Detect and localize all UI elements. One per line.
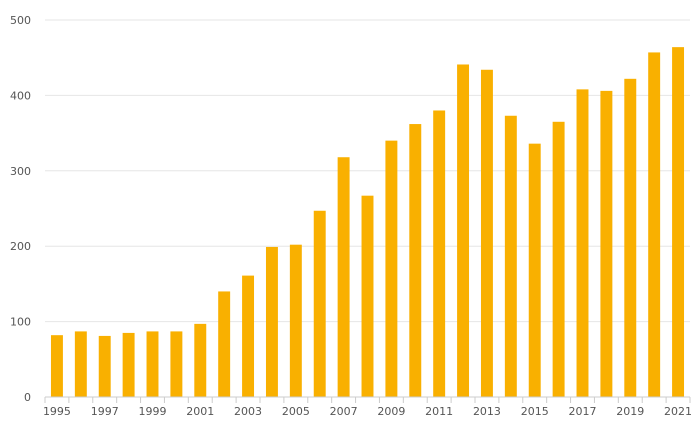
x-tick-label-2011: 2011	[425, 405, 453, 418]
x-tick-label-2021: 2021	[664, 405, 692, 418]
bar-2015	[528, 143, 541, 397]
bar-1999	[146, 331, 159, 397]
y-tick-label-500: 500	[10, 14, 31, 27]
bar-2003	[242, 275, 255, 397]
x-tick-label-1995: 1995	[43, 405, 71, 418]
bar-2013	[480, 69, 493, 397]
x-tick-label-2003: 2003	[234, 405, 262, 418]
y-axis-labels: 0 100 200 300 400 500	[10, 14, 31, 404]
bar-2010	[409, 124, 422, 397]
bar-2014	[504, 115, 517, 398]
y-tick-label-200: 200	[10, 240, 31, 253]
bar-2007	[337, 157, 350, 397]
y-tick-label-300: 300	[10, 165, 31, 178]
x-tick-label-2005: 2005	[282, 405, 310, 418]
y-tick-label-100: 100	[10, 316, 31, 329]
x-tick-label-2007: 2007	[330, 405, 358, 418]
bar-2001	[194, 323, 207, 397]
x-tick-label-2017: 2017	[569, 405, 597, 418]
bar-2005	[289, 244, 302, 397]
bar-2008	[361, 195, 374, 397]
bar-2018	[600, 90, 613, 397]
x-tick-label-2019: 2019	[616, 405, 644, 418]
bar-1996	[74, 331, 87, 397]
y-tick-label-400: 400	[10, 89, 31, 102]
bar-2004	[265, 246, 278, 397]
bar-2000	[170, 331, 183, 397]
x-tick-label-1997: 1997	[91, 405, 119, 418]
bar-2016	[552, 121, 565, 397]
bar-2020	[648, 52, 661, 398]
bars	[50, 47, 685, 398]
bar-1995	[50, 335, 63, 397]
bar-2012	[457, 64, 470, 398]
bar-1998	[122, 332, 135, 397]
bar-2006	[313, 210, 326, 397]
bar-2011	[433, 110, 446, 397]
x-tick-label-2001: 2001	[186, 405, 214, 418]
x-axis-labels: 1995 1997 1999 2001 2003 2005 2007 2009 2011 2013…	[43, 405, 692, 418]
bar-2021	[672, 47, 685, 397]
y-tick-label-0: 0	[24, 391, 31, 404]
x-tick-label-2015: 2015	[521, 405, 549, 418]
x-axis	[44, 396, 691, 403]
bar-1997	[98, 335, 111, 397]
x-tick-label-2013: 2013	[473, 405, 501, 418]
bar-2009	[385, 140, 398, 397]
x-tick-label-1999: 1999	[139, 405, 167, 418]
bar-2017	[576, 89, 589, 398]
x-tick-label-2009: 2009	[377, 405, 405, 418]
bar-2002	[218, 291, 231, 397]
bar-2019	[624, 78, 637, 397]
